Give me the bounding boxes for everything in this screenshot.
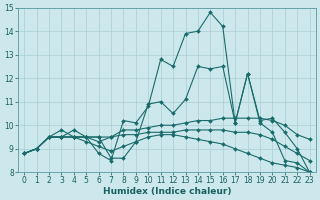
X-axis label: Humidex (Indice chaleur): Humidex (Indice chaleur) xyxy=(103,187,231,196)
